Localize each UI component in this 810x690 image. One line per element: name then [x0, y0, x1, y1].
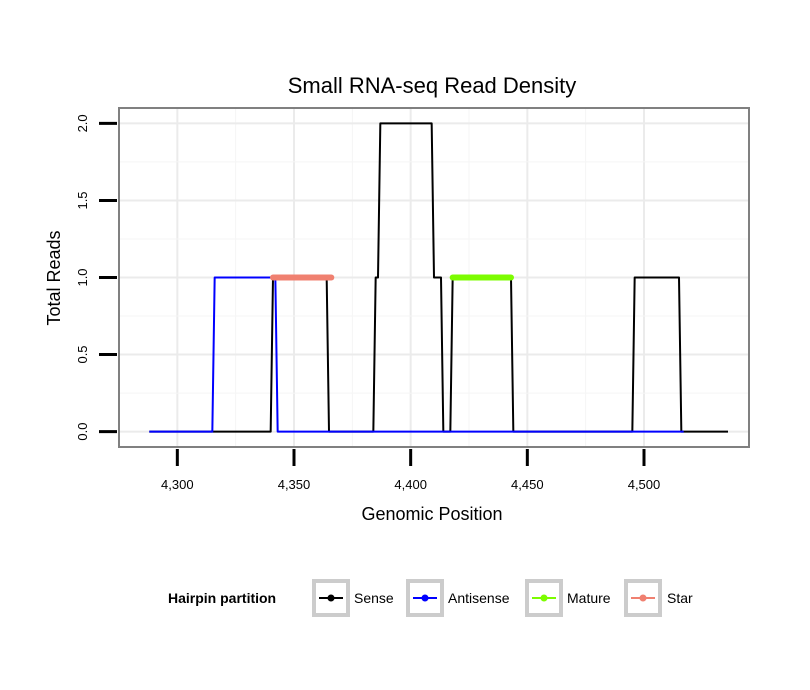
- x-axis-label: Genomic Position: [361, 504, 502, 524]
- legend: Hairpin partition Sense Antisense Mature St…: [168, 579, 693, 617]
- y-tick-label: 0.0: [75, 423, 90, 441]
- y-tick-label: 0.5: [75, 345, 90, 363]
- y-tick-label: 2.0: [75, 114, 90, 132]
- legend-label-antisense: Antisense: [448, 590, 510, 606]
- legend-item-sense: Sense: [312, 579, 394, 617]
- legend-label-mature: Mature: [567, 590, 611, 606]
- x-axis-ticks: 4,300 4,350 4,400 4,450 4,500: [161, 449, 660, 492]
- x-tick-label: 4,400: [394, 477, 427, 492]
- legend-label-sense: Sense: [354, 590, 394, 606]
- legend-label-star: Star: [667, 590, 693, 606]
- legend-item-mature: Mature: [525, 579, 611, 617]
- series-line-sense: [149, 122, 728, 433]
- legend-key-marker: [421, 594, 429, 602]
- legend-item-antisense: Antisense: [406, 579, 510, 617]
- plot-border: [118, 107, 750, 448]
- chart-title: Small RNA-seq Read Density: [288, 73, 577, 98]
- series-layer: [149, 122, 728, 433]
- legend-key-marker: [327, 594, 335, 602]
- legend-title: Hairpin partition: [168, 590, 276, 606]
- legend-key-marker: [639, 594, 647, 602]
- legend-item-star: Star: [624, 579, 693, 617]
- series-line-antisense: [149, 276, 684, 433]
- x-tick-label: 4,500: [628, 477, 661, 492]
- x-tick-label: 4,300: [161, 477, 194, 492]
- y-tick-label: 1.5: [75, 191, 90, 209]
- legend-key-marker: [540, 594, 548, 602]
- y-axis-ticks: 0.0 0.5 1.0 1.5 2.0: [75, 114, 117, 441]
- x-tick-label: 4,450: [511, 477, 544, 492]
- y-tick-label: 1.0: [75, 268, 90, 286]
- y-axis-label: Total Reads: [44, 230, 64, 325]
- x-tick-label: 4,350: [278, 477, 311, 492]
